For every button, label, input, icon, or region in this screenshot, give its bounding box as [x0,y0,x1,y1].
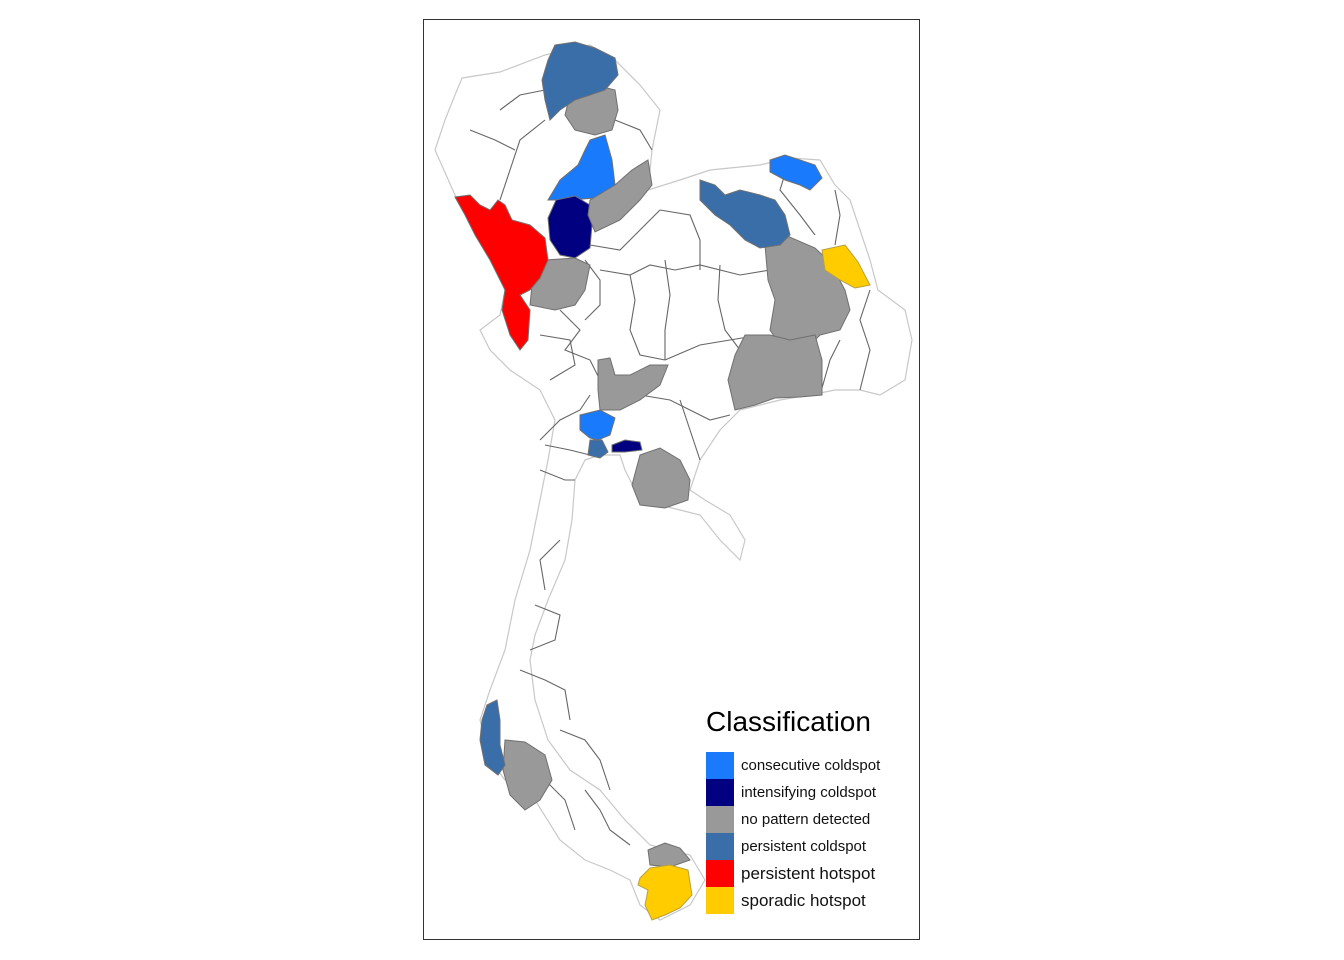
boundary-line [559,309,601,381]
boundary-line [819,339,841,396]
province-no-pattern [727,334,823,411]
province-no-pattern [647,842,691,868]
legend-item-intensifying-coldspot: intensifying coldspot [706,779,880,806]
boundary-line [499,119,546,201]
boundary-line [834,189,841,246]
legend-swatch [706,833,734,860]
boundary-line [539,334,576,381]
boundary-line [614,119,653,151]
boundary-line [629,274,666,361]
legend-item-persistent-coldspot: persistent coldspot [706,833,880,860]
province-no-pattern [529,257,591,311]
province-sporadic-hotspot [821,244,871,289]
province-no-pattern [587,159,653,233]
province-no-pattern [502,739,553,811]
boundary-line [639,394,731,421]
legend-title: Classification [706,706,871,737]
legend-label: no pattern detected [741,811,871,828]
province-persistent-coldspot [587,439,609,459]
map-legend: Classification consecutive coldspot inte… [706,706,880,914]
province-no-pattern [597,357,669,411]
province-sporadic-hotspot [637,864,693,921]
legend-swatch [706,887,734,914]
boundary-line [544,444,591,456]
legend-item-sporadic-hotspot: sporadic hotspot [706,887,880,914]
province-boundaries [469,89,871,846]
boundary-line [584,789,631,846]
legend-label: persistent coldspot [741,838,867,855]
province-persistent-coldspot [479,699,506,776]
province-intensifying-coldspot [547,195,593,259]
boundary-line [544,779,576,831]
legend-item-no-pattern: no pattern detected [706,806,880,833]
province-persistent-hotspot [454,194,549,351]
boundary-line [519,669,571,721]
boundary-line [469,129,516,151]
boundary-line [584,259,601,321]
legend-label: sporadic hotspot [741,890,866,910]
legend-swatch [706,779,734,806]
boundary-line [499,89,546,111]
boundary-line [529,604,561,651]
boundary-line [539,539,561,591]
boundary-line [679,399,701,461]
province-persistent-coldspot [541,41,619,121]
legend-swatch [706,860,734,887]
boundary-line [559,729,611,791]
boundary-line [539,394,591,441]
legend-label: consecutive coldspot [741,757,881,774]
boundary-line [659,209,701,270]
legend-label: intensifying coldspot [741,784,877,801]
legend-item-persistent-hotspot: persistent hotspot [706,860,880,887]
boundary-line [589,209,661,251]
province-no-pattern [631,447,691,509]
legend-item-consecutive-coldspot: consecutive coldspot [706,752,880,779]
province-consecutive-coldspot [579,409,616,441]
legend-swatch [706,806,734,833]
boundary-line [539,469,575,481]
legend-swatch [706,752,734,779]
legend-label: persistent hotspot [741,863,876,883]
province-intensifying-coldspot [611,439,643,453]
boundary-line [859,289,871,391]
boundary-line [664,259,671,360]
province-persistent-coldspot [699,179,791,249]
province-consecutive-coldspot [769,154,823,191]
classified-provinces [454,41,871,921]
